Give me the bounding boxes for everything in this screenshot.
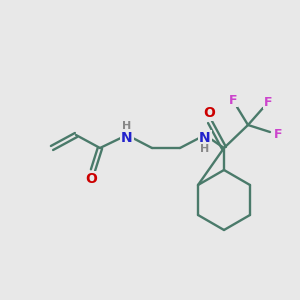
- Text: F: F: [264, 95, 272, 109]
- Text: F: F: [229, 94, 237, 106]
- Text: O: O: [85, 172, 97, 186]
- Text: F: F: [274, 128, 282, 140]
- Text: H: H: [122, 121, 132, 131]
- Text: H: H: [200, 144, 210, 154]
- Text: N: N: [199, 131, 211, 145]
- Text: O: O: [203, 106, 215, 120]
- Text: N: N: [121, 131, 133, 145]
